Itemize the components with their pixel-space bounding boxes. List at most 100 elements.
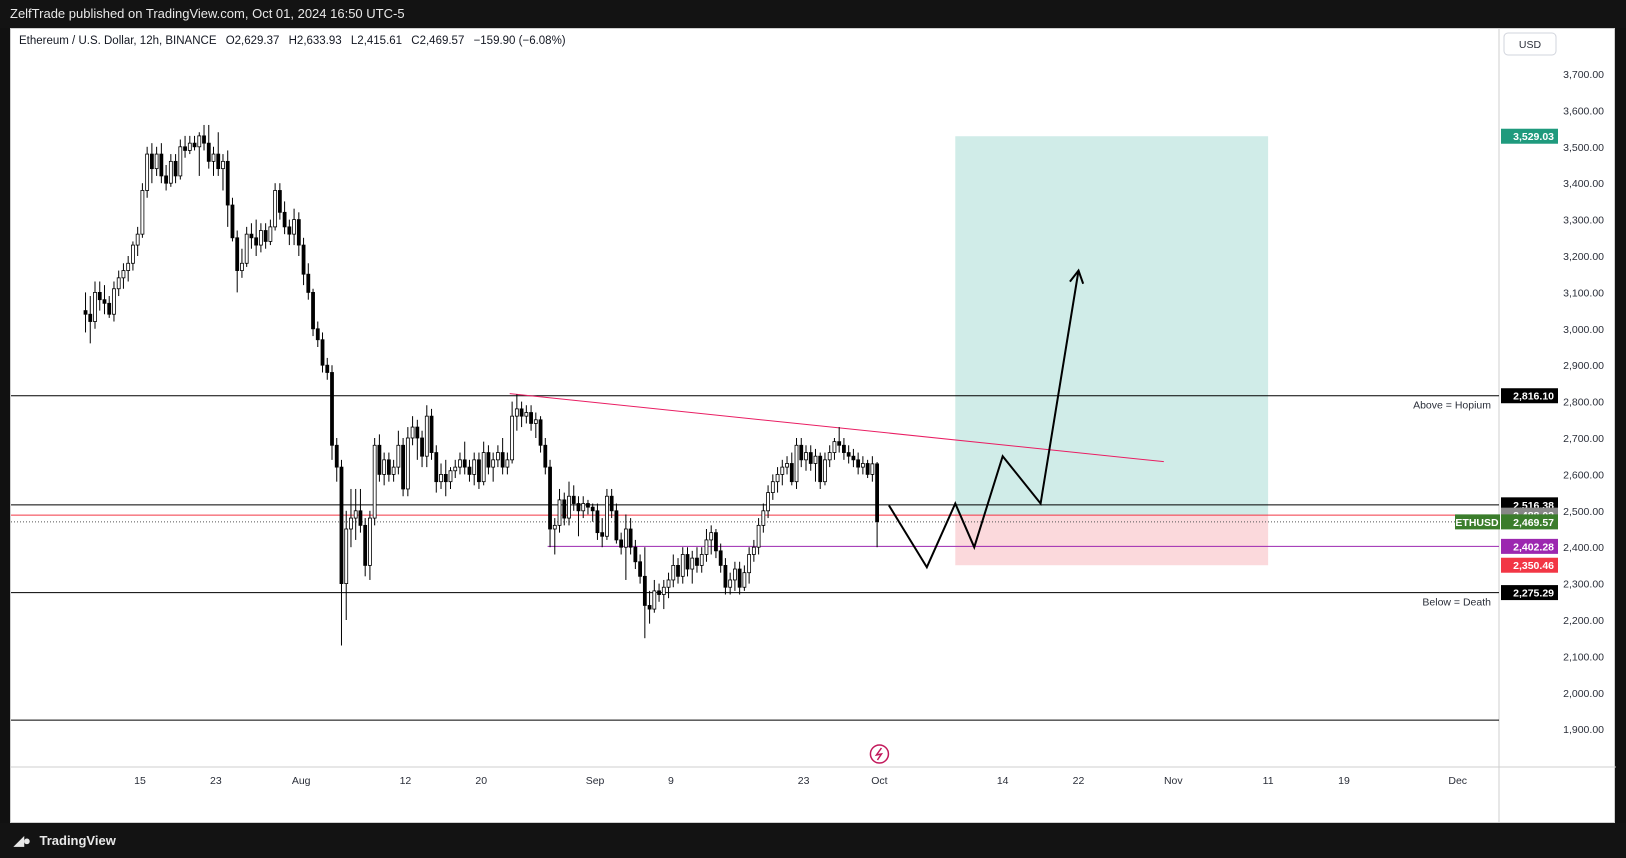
y-tick-label-9: 2,800.00 — [1563, 397, 1604, 409]
candle-body-123 — [666, 579, 671, 588]
candle-body-144 — [766, 492, 770, 512]
y-tick-label-3: 3,400.00 — [1563, 178, 1604, 190]
x-tick-label-2: Aug — [292, 775, 311, 787]
candle-body-131 — [704, 539, 709, 555]
candle-body-8 — [121, 270, 126, 279]
candle-body-132 — [709, 532, 714, 541]
ticker-tag-bg — [1455, 514, 1500, 530]
candle-body-57 — [353, 510, 358, 519]
level-price-badge-2: 2,275.29 — [1513, 588, 1554, 600]
candle-body-138 — [737, 568, 742, 588]
candle-body-85 — [486, 452, 491, 468]
y-tick-label-18: 1,900.00 — [1563, 724, 1604, 736]
y-tick-label-16: 2,100.00 — [1563, 651, 1604, 663]
candle-body-76 — [443, 473, 448, 483]
candle-body-145 — [770, 481, 775, 493]
candle-body-50 — [320, 339, 325, 366]
candle-body-75 — [439, 473, 443, 483]
candle-body-59 — [363, 524, 368, 566]
candle-body-37 — [258, 230, 263, 246]
candle-body-39 — [268, 226, 273, 242]
candle-body-17 — [164, 175, 169, 184]
candle-body-41 — [277, 190, 282, 213]
candle-body-114 — [623, 528, 628, 548]
currency-button-label: USD — [1519, 39, 1542, 51]
level-price-badge-3: 2,402.28 — [1513, 541, 1554, 553]
candle-body-18 — [168, 160, 173, 184]
candle-body-29 — [221, 160, 225, 170]
last-price-badge: 2,469.57 — [1513, 517, 1554, 529]
candle-body-156 — [823, 459, 827, 483]
legend-symbol[interactable]: Ethereum / U.S. Dollar, 12h, BINANCE — [19, 35, 217, 47]
candle-body-98 — [548, 466, 552, 530]
candle-body-47 — [306, 273, 311, 293]
candle-body-48 — [311, 291, 315, 330]
candle-body-91 — [514, 408, 519, 417]
currency-button[interactable] — [1503, 32, 1557, 56]
candle-body-93 — [524, 412, 529, 417]
candle-body-110 — [605, 495, 609, 537]
candle-body-153 — [808, 452, 813, 464]
footer-brand: TradingView — [39, 833, 116, 848]
candle-body-150 — [794, 444, 799, 483]
publisher-header: ZelfTrade published on TradingView.com, … — [0, 0, 1626, 28]
candle-body-16 — [159, 153, 164, 177]
candle-body-31 — [230, 204, 235, 239]
candle-body-46 — [301, 244, 306, 275]
level-note-0: Above = Hopium — [1413, 400, 1491, 412]
candle-body-7 — [116, 277, 121, 290]
candle-body-58 — [358, 510, 363, 526]
tradingview-logo-icon: ◢● — [14, 833, 31, 848]
y-tick-label-4: 3,300.00 — [1563, 215, 1604, 227]
candle-body-69 — [410, 426, 415, 439]
x-tick-label-0: 15 — [134, 775, 146, 787]
stop-zone — [955, 515, 1269, 566]
candle-body-109 — [600, 532, 605, 537]
candle-body-42 — [282, 211, 287, 228]
y-tick-label-6: 3,100.00 — [1563, 287, 1604, 299]
candle-body-128 — [690, 557, 695, 570]
candle-body-55 — [344, 528, 349, 584]
candle-body-105 — [581, 503, 586, 512]
candle-body-92 — [519, 408, 524, 417]
candle-body-61 — [372, 444, 377, 519]
candle-body-60 — [368, 517, 372, 566]
candle-body-78 — [453, 466, 458, 472]
y-tick-label-7: 3,000.00 — [1563, 324, 1604, 336]
candle-body-84 — [481, 452, 486, 483]
candle-body-44 — [292, 219, 296, 235]
candle-body-19 — [173, 160, 178, 177]
y-tick-label-11: 2,600.00 — [1563, 469, 1604, 481]
candle-body-122 — [661, 586, 666, 595]
candle-body-143 — [761, 510, 766, 526]
x-tick-label-7: 23 — [798, 775, 810, 787]
candle-body-157 — [827, 452, 832, 461]
x-tick-label-3: 12 — [400, 775, 412, 787]
candle-body-106 — [586, 503, 590, 508]
chart-frame[interactable]: Above = Hopium Below = Death 3,700.00 3,600… — [10, 28, 1616, 824]
legend-open: O2,629.37 — [225, 35, 280, 47]
candle-body-115 — [628, 528, 633, 548]
candle-body-104 — [576, 503, 581, 512]
candle-body-28 — [216, 153, 221, 170]
legend-change: −159.90 (−6.08%) — [473, 35, 566, 47]
candle-body-167 — [875, 463, 879, 523]
candle-body-152 — [804, 452, 808, 461]
candle-body-146 — [775, 473, 780, 483]
candle-body-32 — [235, 237, 240, 271]
chart-canvas[interactable]: Above = Hopium Below = Death 3,700.00 3,600… — [11, 29, 1616, 824]
stop-price-badge-bg — [1501, 557, 1558, 573]
candle-body-81 — [467, 466, 472, 475]
candle-body-125 — [676, 565, 680, 577]
candle-body-82 — [472, 459, 477, 475]
candle-body-22 — [187, 142, 192, 151]
candle-body-142 — [756, 524, 761, 548]
candle-body-99 — [552, 524, 557, 530]
candle-body-71 — [420, 437, 424, 457]
candle-body-149 — [789, 463, 794, 483]
candle-body-133 — [714, 532, 718, 552]
candle-body-35 — [249, 233, 254, 239]
candle-body-139 — [742, 572, 747, 588]
candle-body-77 — [448, 470, 453, 483]
candle-body-15 — [154, 153, 159, 170]
